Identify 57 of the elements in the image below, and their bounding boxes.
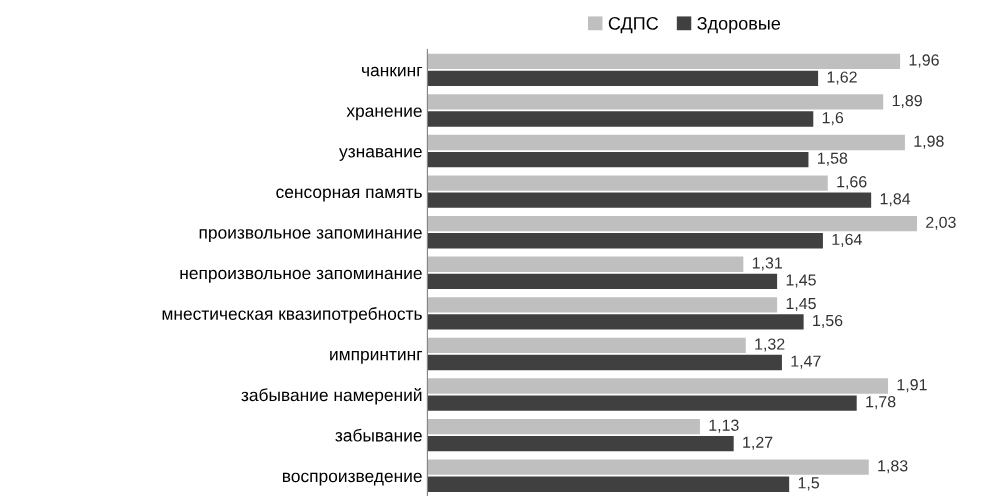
- data-label: 1,13: [709, 419, 739, 433]
- data-label: 1,84: [880, 193, 911, 207]
- bar: [427, 314, 804, 330]
- bar: [427, 337, 746, 354]
- data-label: 1,62: [827, 71, 857, 85]
- data-label: 1,64: [832, 233, 862, 247]
- data-label: 1,47: [791, 355, 821, 369]
- bar: [427, 233, 823, 249]
- y-tick-label: сенсорная память: [276, 188, 422, 202]
- data-label: 1,32: [755, 338, 785, 352]
- bar: [427, 378, 889, 394]
- data-label: 1,45: [786, 298, 816, 312]
- y-tick-label: чанкинг: [362, 66, 423, 77]
- bar: [427, 459, 869, 475]
- y-tick-label: забывание: [335, 428, 422, 442]
- bar: [427, 395, 857, 411]
- y-tick-label: воспроизведение: [282, 472, 422, 486]
- bar: [427, 418, 700, 435]
- bar: [427, 94, 884, 110]
- data-label: 1,96: [909, 54, 939, 68]
- data-label: 1,83: [878, 460, 908, 474]
- data-label: 1,89: [892, 94, 922, 109]
- bar: [427, 273, 778, 289]
- bar: [427, 175, 828, 191]
- y-tick-label: мнестическая квазипотребность: [162, 307, 422, 324]
- y-tick-label: хранение: [346, 107, 422, 121]
- bar: [427, 70, 819, 87]
- data-label: 1,98: [914, 135, 944, 149]
- bar: [427, 134, 905, 151]
- data-label: 1,5: [798, 477, 820, 491]
- bar: [427, 297, 778, 313]
- bar: [427, 53, 901, 70]
- y-tick-label: узнавание: [339, 148, 422, 161]
- bar: [427, 476, 790, 492]
- legend-label: Здоровые: [697, 17, 781, 34]
- data-label: 1,45: [786, 274, 816, 288]
- data-label: 1,6: [822, 111, 844, 126]
- y-tick-label: импринтинг: [330, 350, 423, 364]
- data-label: 2,03: [926, 216, 956, 230]
- bar: [427, 192, 872, 208]
- y-tick-label: забывание намерений: [241, 388, 422, 405]
- data-label: 1,78: [866, 396, 896, 410]
- y-tick-label: произвольное запоминание: [199, 229, 422, 243]
- data-label: 1,58: [818, 152, 848, 166]
- bar: [427, 435, 734, 452]
- bar: [427, 354, 782, 371]
- bar: [427, 151, 809, 168]
- bar: [427, 216, 917, 232]
- bar: [427, 256, 744, 272]
- data-label: 1,31: [752, 257, 782, 271]
- data-label: 1,91: [897, 379, 927, 393]
- data-label: 1,66: [837, 176, 867, 190]
- data-label: 1,27: [743, 436, 773, 450]
- legend-label: СДПС: [608, 17, 659, 34]
- y-tick-label: непроизвольное запоминание: [180, 269, 422, 283]
- data-label: 1,56: [813, 314, 843, 329]
- bar: [427, 111, 814, 127]
